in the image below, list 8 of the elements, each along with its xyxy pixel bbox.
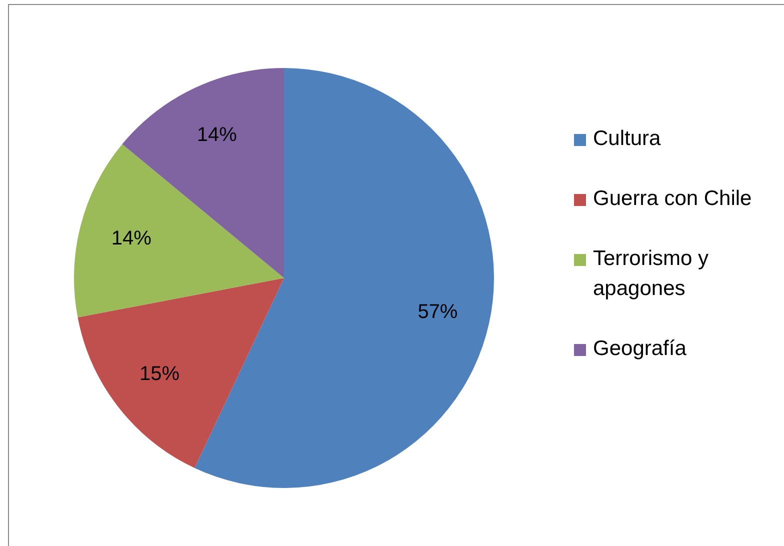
legend-label: Guerra con Chile [593, 186, 752, 212]
data-label: 14% [196, 124, 238, 146]
legend-label: Geografía [593, 336, 686, 362]
data-label: 14% [111, 227, 152, 250]
data-label: 57% [418, 300, 458, 323]
legend-label: Cultura [593, 126, 661, 152]
data-label: 15% [140, 363, 180, 386]
legend-label: Terrorismo y apagones [593, 246, 710, 302]
